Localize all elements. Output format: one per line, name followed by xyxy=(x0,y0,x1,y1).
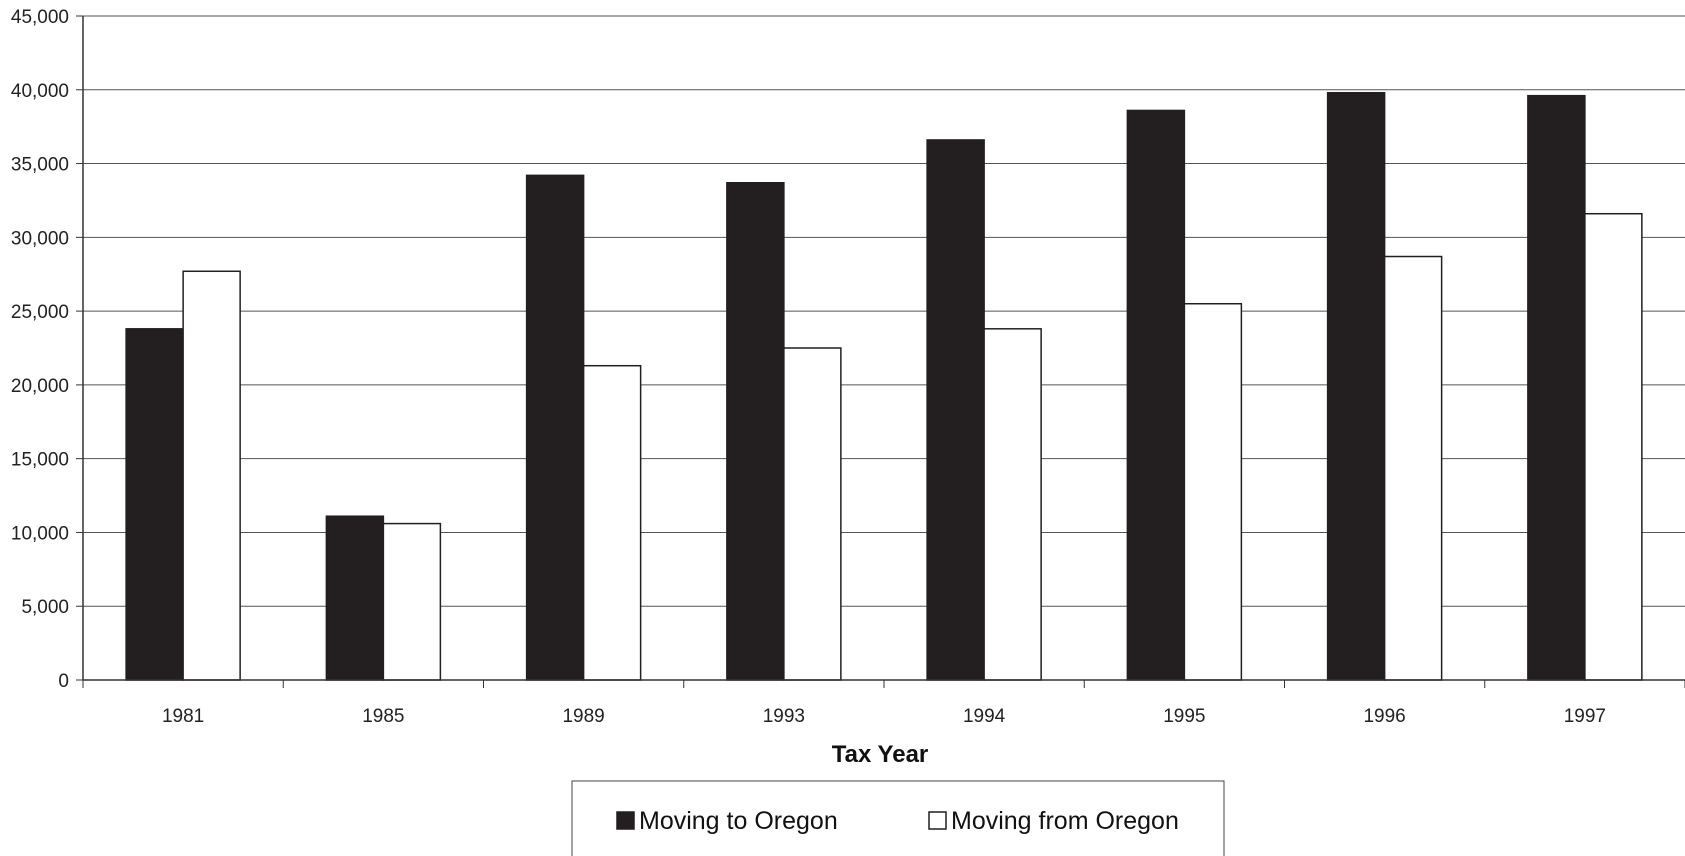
bar-moving-from-oregon xyxy=(783,347,842,681)
x-tick-label: 1996 xyxy=(1363,706,1405,727)
y-tick-label: 40,000 xyxy=(11,81,69,102)
legend-swatch-moving-to-oregon xyxy=(616,811,635,830)
x-axis-title: Tax Year xyxy=(832,741,929,768)
x-tick-label: 1995 xyxy=(1163,706,1205,727)
y-tick-label: 45,000 xyxy=(11,7,69,28)
bar-moving-to-oregon xyxy=(125,328,184,681)
bar-moving-from-oregon xyxy=(382,522,442,681)
x-tick-label: 1985 xyxy=(362,706,404,727)
bar-moving-to-oregon xyxy=(525,174,585,681)
legend-label-moving-from-oregon: Moving from Oregon xyxy=(951,807,1179,835)
bar-moving-to-oregon xyxy=(926,139,985,681)
x-tick-label: 1994 xyxy=(963,706,1006,727)
bar-moving-to-oregon xyxy=(1126,109,1186,681)
legend-swatch-moving-from-oregon xyxy=(928,811,947,830)
bar-moving-from-oregon xyxy=(983,328,1042,681)
bar-moving-from-oregon xyxy=(1383,255,1443,681)
y-tick-label: 10,000 xyxy=(11,523,69,544)
bar-moving-from-oregon xyxy=(1584,212,1643,681)
x-tick-label: 1989 xyxy=(562,706,604,727)
y-tick-label: 15,000 xyxy=(11,450,69,471)
legend: Moving to Oregon Moving from Oregon xyxy=(571,780,1225,856)
bar-moving-to-oregon xyxy=(1326,91,1386,681)
x-tick-label: 1981 xyxy=(162,706,204,727)
x-tick-label: 1997 xyxy=(1564,706,1606,727)
y-tick-label: 0 xyxy=(58,671,69,692)
bar-moving-from-oregon xyxy=(582,364,642,681)
y-tick-label: 30,000 xyxy=(11,228,69,249)
y-tick-label: 20,000 xyxy=(11,376,69,397)
legend-box xyxy=(571,780,1225,856)
y-tick-label: 25,000 xyxy=(11,302,69,323)
axes xyxy=(76,15,1685,688)
bar-moving-to-oregon xyxy=(726,181,785,681)
y-tick-label: 5,000 xyxy=(21,597,69,618)
bars xyxy=(125,91,1643,681)
bar-moving-to-oregon xyxy=(1527,94,1586,681)
legend-label-moving-to-oregon: Moving to Oregon xyxy=(639,807,838,835)
bar-moving-from-oregon xyxy=(1183,302,1243,681)
bar-moving-to-oregon xyxy=(325,515,385,681)
y-tick-label: 35,000 xyxy=(11,155,69,176)
gridlines xyxy=(83,15,1685,607)
bar-moving-from-oregon xyxy=(182,270,241,681)
tick-labels: 0 5,000 10,000 15,000 20,000 25,000 30,000 35,0… xyxy=(11,7,1606,727)
x-tick-label: 1993 xyxy=(763,706,805,727)
